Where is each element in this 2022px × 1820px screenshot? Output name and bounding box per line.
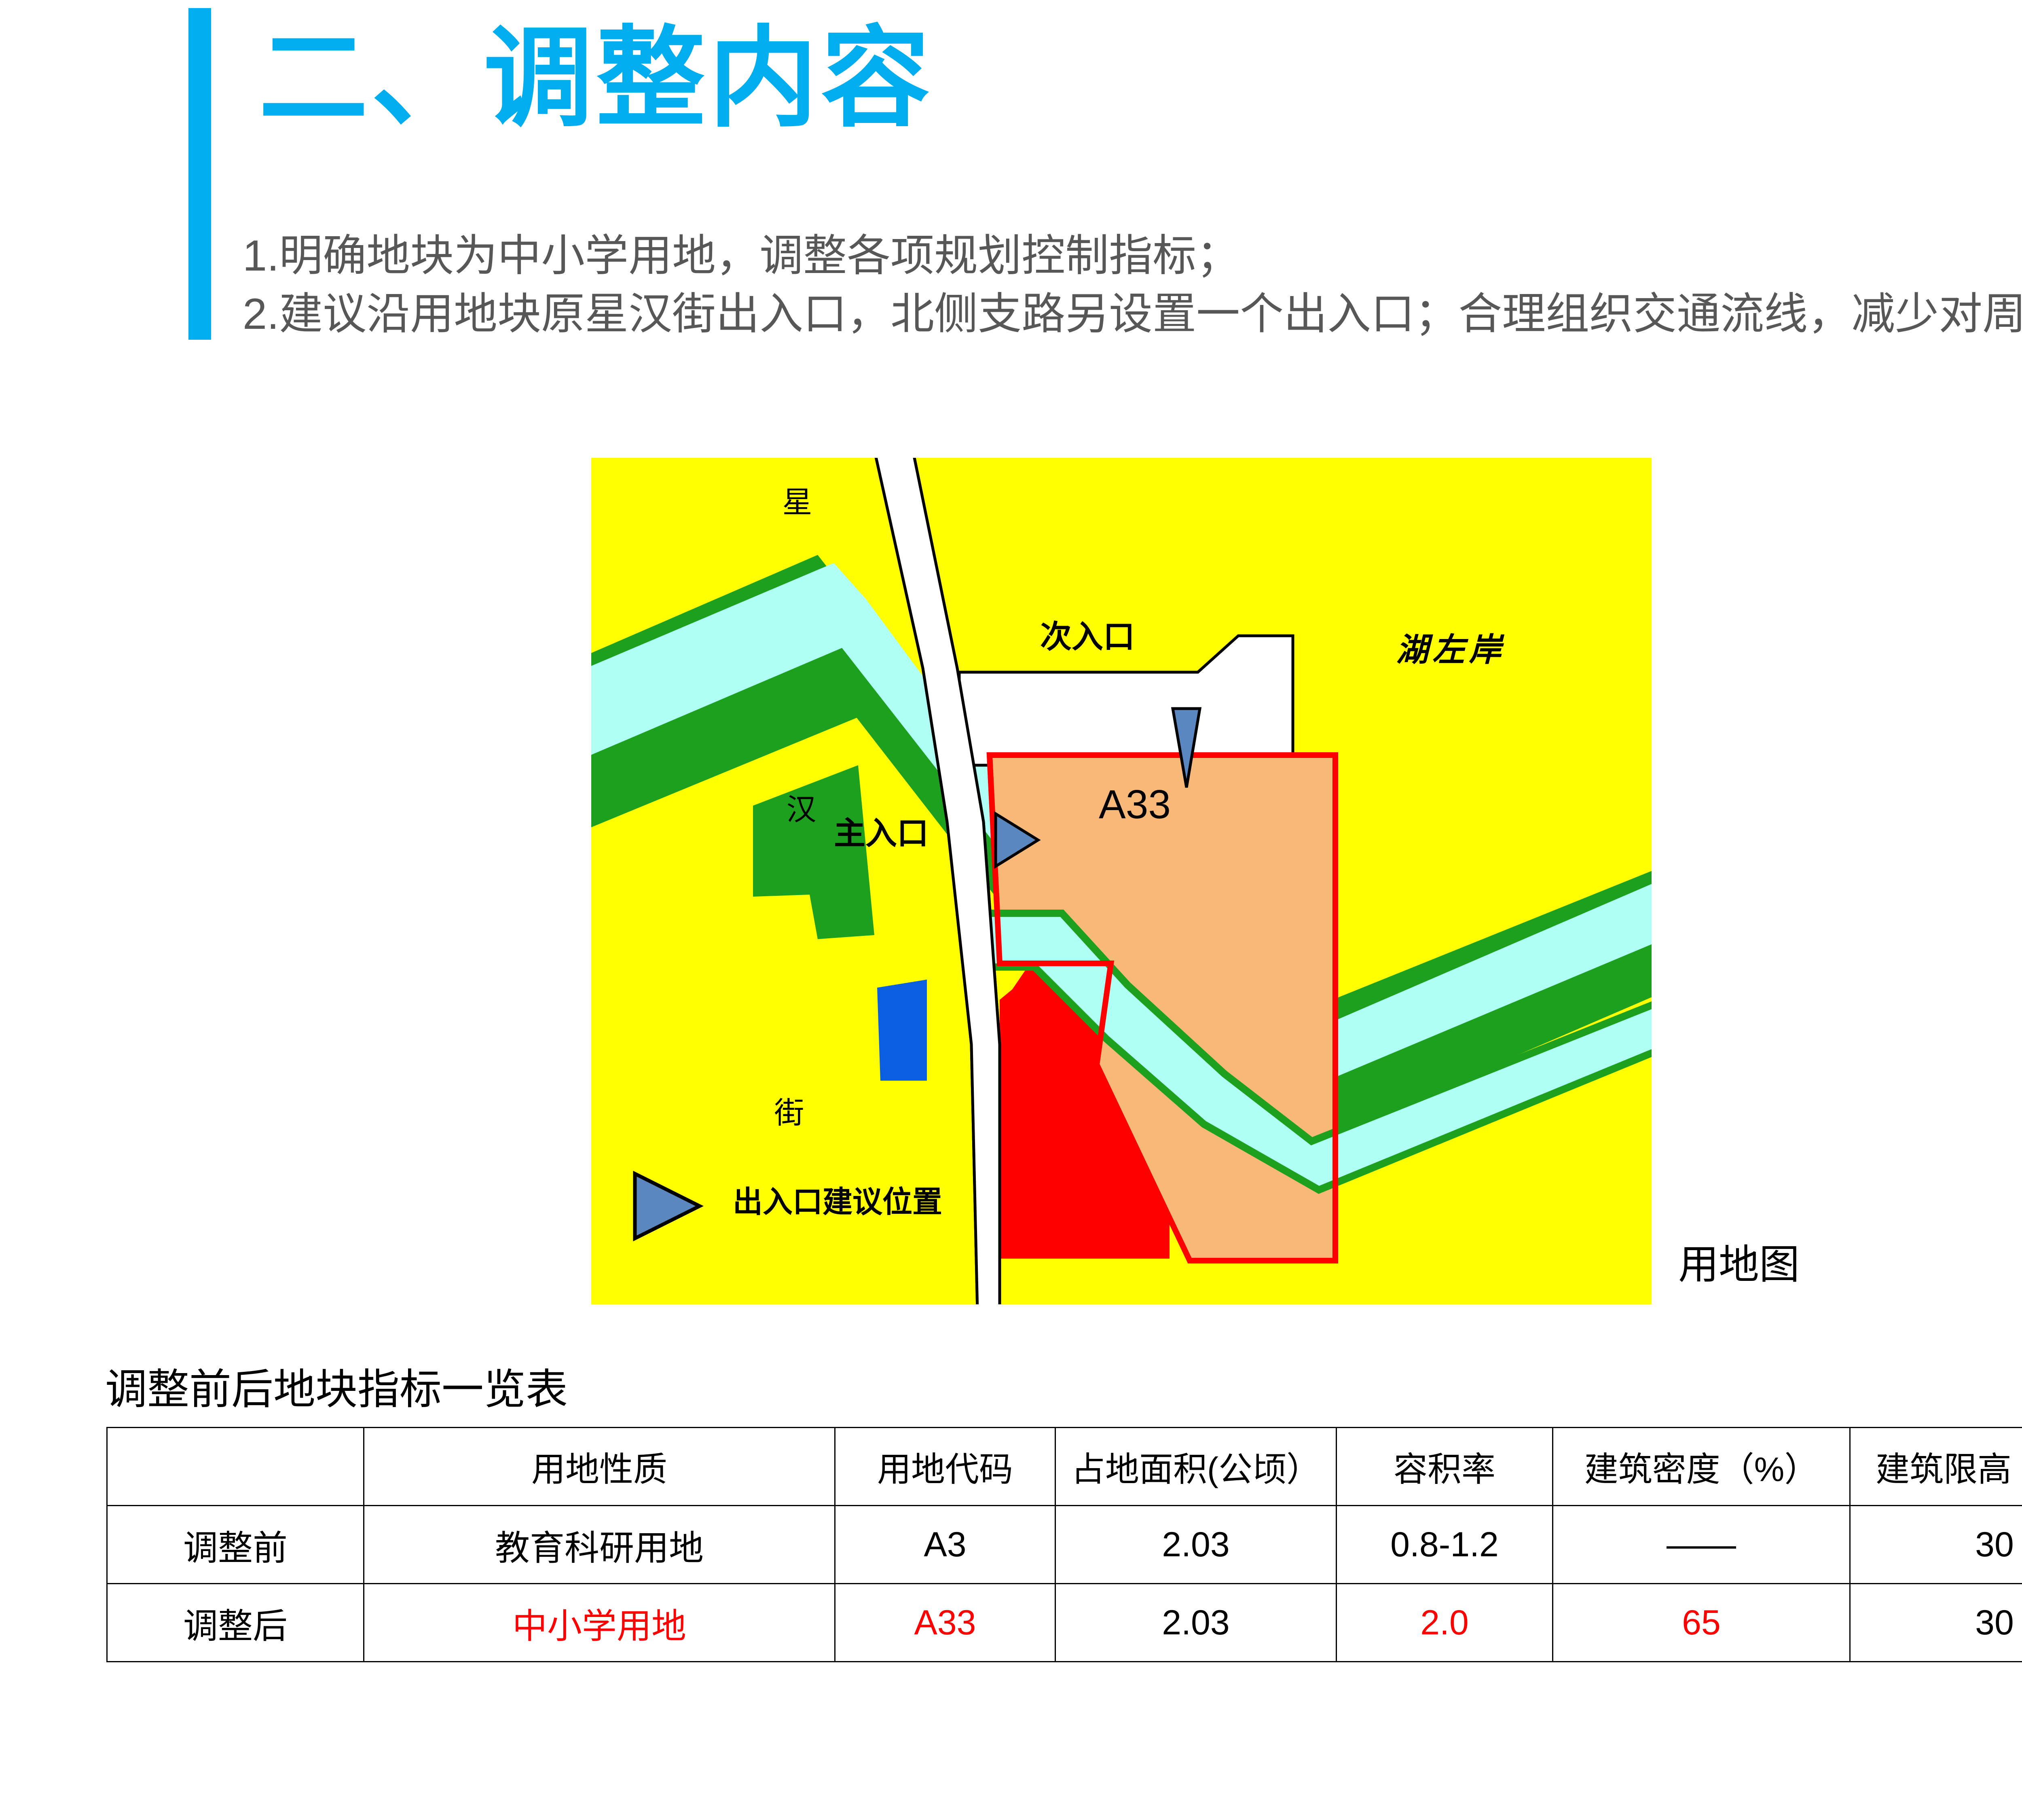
map-legend-label: 出入口建议位置 [733, 1185, 942, 1219]
cell-land-use-before: 教育科研用地 [363, 1505, 835, 1584]
table-header-cell-4: 容积率 [1336, 1427, 1553, 1506]
land-use-map: 星 汉 街 次入口 主入口 湖左岸 A33 出入口建议位置 [591, 458, 1652, 1304]
cell-area-before: 2.03 [1055, 1505, 1337, 1584]
sub-entrance-marker-icon [1171, 707, 1202, 788]
body-text-line-2: 2.建议沿用地块原星汉街出入口，北侧支路另设置一个出入口；合理组织交通流线，减少… [243, 289, 2022, 338]
cell-land-use-after: 中小学用地 [363, 1583, 835, 1662]
map-label-lake-left-bank: 湖左岸 [1396, 632, 1505, 668]
cell-density-after: 65 [1552, 1583, 1851, 1662]
row-label-after: 调整后 [106, 1583, 364, 1662]
table-header-cell-2: 用地代码 [834, 1427, 1056, 1506]
row-label-before: 调整前 [106, 1505, 364, 1584]
table-header-cell-0 [106, 1427, 364, 1506]
map-label-street-char-2: 汉 [782, 794, 816, 823]
table-header-cell-5: 建筑密度（%） [1552, 1427, 1851, 1506]
cell-height-after: 30 [1849, 1583, 2022, 1662]
cell-far-after: 2.0 [1336, 1583, 1553, 1662]
parcel-a33-outline [986, 752, 1338, 1263]
table-header-row: 用地性质 用地代码 占地面积(公顷） 容积率 建筑密度（%） 建筑限高（米） 绿… [106, 1427, 2022, 1506]
map-caption: 用地图 [1678, 1242, 1800, 1287]
cell-land-code-after: A33 [834, 1583, 1056, 1662]
river-overlay-fill [979, 917, 1652, 1186]
cell-area-after: 2.03 [1055, 1583, 1337, 1662]
table-header-cell-1: 用地性质 [363, 1427, 835, 1506]
cell-far-before: 0.8-1.2 [1336, 1505, 1553, 1584]
map-label-street-char-3: 街 [770, 1097, 804, 1127]
table-header-cell-3: 占地面积(公顷） [1055, 1427, 1337, 1506]
green-strip-lower [591, 628, 899, 827]
map-label-sub-entrance: 次入口 [1040, 619, 1135, 654]
map-label-main-entrance: 主入口 [834, 815, 929, 851]
table-row: 调整前 教育科研用地 A3 2.03 0.8-1.2 —— 30 30-40 [106, 1505, 2022, 1584]
blue-block [877, 980, 927, 1081]
body-text-line-1: 1.明确地块为中小学用地，调整各项规划控制指标； [243, 231, 1240, 280]
page-title: 二、调整内容 [259, 18, 933, 140]
map-graphic [591, 458, 1652, 1304]
table-title: 调整前后地块指标一览表 [105, 1366, 568, 1413]
legend-marker-icon [633, 1170, 704, 1242]
map-label-street-char-1: 星 [778, 486, 812, 518]
main-entrance-marker-icon [994, 811, 1041, 869]
road-vertical-top [874, 458, 1001, 1304]
green-block [753, 765, 874, 939]
cell-height-before: 30 [1849, 1505, 2022, 1584]
body-text: 1.明确地块为中小学用地，调整各项规划控制指标； 2.建议沿用地块原星汉街出入口… [243, 226, 2022, 343]
title-accent-bar [188, 8, 211, 340]
cell-land-code-before: A3 [834, 1505, 1056, 1584]
cell-density-before: —— [1552, 1505, 1851, 1584]
table-header-cell-6: 建筑限高（米） [1849, 1427, 2022, 1506]
table-row: 调整后 中小学用地 A33 2.03 2.0 65 30 10 [106, 1583, 2022, 1662]
map-label-parcel-code: A33 [1099, 782, 1171, 827]
indicator-table: 用地性质 用地代码 占地面积(公顷） 容积率 建筑密度（%） 建筑限高（米） 绿… [106, 1427, 2022, 1662]
